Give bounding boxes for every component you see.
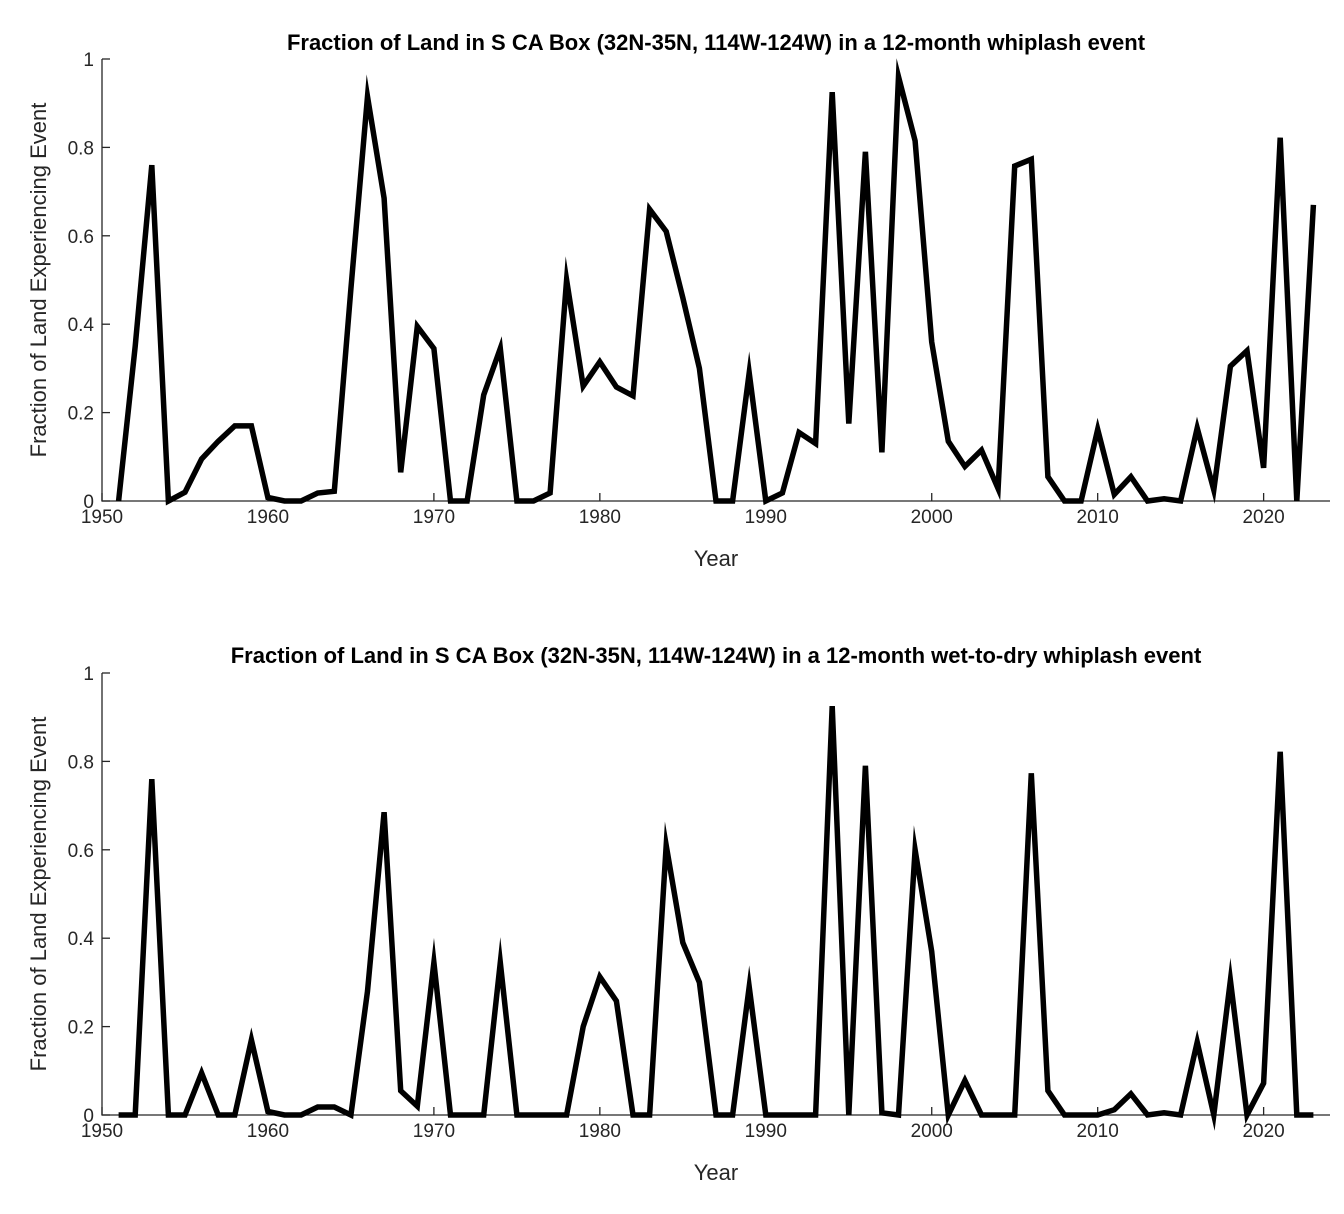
x-tick-label: 1990: [745, 507, 787, 528]
chart-bottom: Fraction of Land in S CA Box (32N-35N, 1…: [26, 643, 1330, 1185]
y-tick-label: 0.4: [68, 929, 95, 950]
y-axis-label: Fraction of Land Experiencing Event: [26, 103, 51, 458]
x-tick-label: 1960: [247, 1121, 289, 1142]
x-tick-label: 2010: [1077, 507, 1119, 528]
x-tick-label: 1950: [81, 1121, 123, 1142]
y-tick-label: 0.8: [68, 138, 94, 159]
y-tick-label: 0.6: [68, 227, 94, 248]
x-ticks: 1950 1960 1970 1980 1990 2000 2010 2020: [81, 1107, 1285, 1142]
y-tick-label: 0.2: [68, 1018, 94, 1039]
x-tick-label: 1970: [413, 1121, 455, 1142]
x-tick-label: 1960: [247, 507, 289, 528]
x-tick-label: 1980: [579, 507, 621, 528]
x-axis-label: Year: [694, 546, 738, 571]
series-line: [118, 705, 1314, 1131]
x-tick-label: 2000: [911, 1121, 953, 1142]
y-tick-label: 0.6: [68, 841, 94, 862]
x-tick-label: 1970: [413, 507, 455, 528]
x-tick-label: 1980: [579, 1121, 621, 1142]
chart-title: Fraction of Land in S CA Box (32N-35N, 1…: [287, 30, 1146, 55]
y-tick-label: 1: [83, 50, 94, 71]
x-tick-label: 2020: [1242, 1121, 1284, 1142]
x-tick-label: 2010: [1077, 1121, 1119, 1142]
y-tick-label: 1: [83, 664, 94, 685]
y-tick-label: 0.8: [68, 752, 94, 773]
x-axis-label: Year: [694, 1160, 738, 1185]
x-tick-label: 2020: [1242, 507, 1284, 528]
x-ticks: 1950 1960 1970 1980 1990 2000 2010 2020: [81, 493, 1285, 528]
y-tick-label: 0: [83, 1106, 94, 1127]
series-line: [115, 58, 1317, 506]
x-tick-label: 1950: [81, 507, 123, 528]
x-tick-label: 2000: [911, 507, 953, 528]
y-tick-label: 0.2: [68, 404, 94, 425]
x-tick-label: 1990: [745, 1121, 787, 1142]
y-tick-label: 0.4: [68, 315, 95, 336]
chart-top: Fraction of Land in S CA Box (32N-35N, 1…: [26, 30, 1330, 571]
y-tick-label: 0: [83, 492, 94, 513]
y-axis-label: Fraction of Land Experiencing Event: [26, 717, 51, 1072]
y-ticks: 0 0.2 0.4 0.6 0.8 1: [68, 50, 110, 513]
chart-title: Fraction of Land in S CA Box (32N-35N, 1…: [231, 643, 1202, 668]
y-ticks: 0 0.2 0.4 0.6 0.8 1: [68, 664, 110, 1127]
